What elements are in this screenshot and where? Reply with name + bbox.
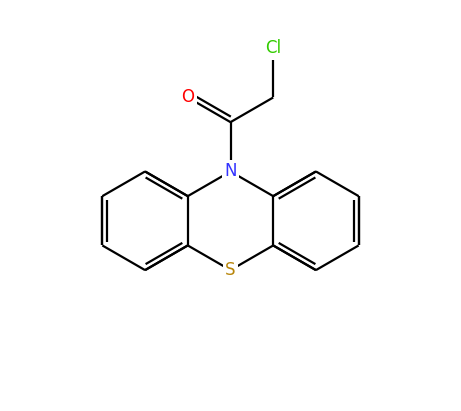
- Text: O: O: [181, 88, 194, 106]
- Text: Cl: Cl: [265, 39, 281, 57]
- Text: N: N: [224, 162, 237, 180]
- Text: S: S: [225, 261, 236, 279]
